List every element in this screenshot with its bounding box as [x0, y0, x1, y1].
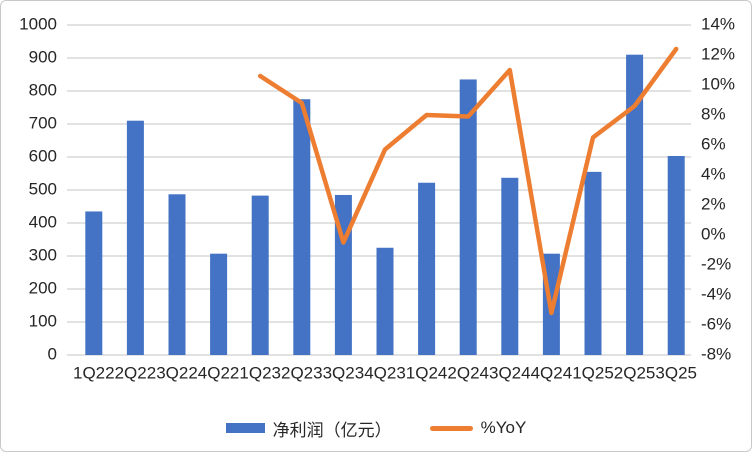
legend-label-net-profit: 净利润（亿元） [272, 420, 392, 440]
y2-axis-tick-label: 4% [701, 164, 726, 183]
bar-4Q22[interactable] [210, 253, 228, 355]
bar-3Q22[interactable] [168, 194, 186, 355]
bar-1Q24[interactable] [418, 182, 436, 355]
x-axis-tick-label: 2Q23 [281, 363, 323, 382]
y-axis-tick-label: 300 [29, 245, 57, 264]
y2-axis-tick-label: 14% [701, 14, 735, 33]
y-axis-tick-label: 1000 [19, 14, 57, 33]
y-axis-tick-label: 200 [29, 278, 57, 297]
x-axis-tick-label: 4Q22 [198, 363, 240, 382]
x-axis-tick-label: 3Q22 [156, 363, 198, 382]
y2-axis-tick-label: -8% [701, 344, 731, 363]
x-axis-tick-label: 3Q23 [323, 363, 365, 382]
y-axis-tick-label: 100 [29, 311, 57, 330]
bar-2Q23[interactable] [293, 99, 311, 355]
y2-axis-tick-label: 2% [701, 194, 726, 213]
y-axis-tick-label: 0 [48, 344, 57, 363]
y-axis-tick-label: 500 [29, 179, 57, 198]
y2-axis-tick-label: 8% [701, 104, 726, 123]
bar-3Q24[interactable] [501, 177, 519, 355]
x-axis-tick-label: 4Q23 [364, 363, 406, 382]
bar-series-swatch-icon [225, 423, 265, 433]
x-axis-tick-label: 3Q24 [489, 363, 531, 382]
x-axis-tick-label: 4Q24 [531, 363, 573, 382]
bar-4Q23[interactable] [376, 247, 394, 355]
y2-axis-tick-label: 12% [701, 44, 735, 63]
y-axis-tick-label: 400 [29, 212, 57, 231]
x-axis-tick-label: 3Q25 [655, 363, 697, 382]
legend-item-net-profit[interactable]: 净利润（亿元） [225, 416, 392, 441]
y-axis-tick-label: 800 [29, 80, 57, 99]
bar-3Q25[interactable] [667, 156, 685, 355]
y2-axis-tick-label: 0% [701, 224, 726, 243]
y2-axis-tick-label: 6% [701, 134, 726, 153]
y-axis-tick-label: 600 [29, 146, 57, 165]
bar-1Q25[interactable] [584, 171, 602, 355]
x-axis-tick-label: 1Q25 [572, 363, 614, 382]
yoy-line[interactable] [257, 46, 679, 316]
chart-canvas: 1000900800700600500400300200100014%12%10… [19, 14, 735, 382]
line-series-swatch-icon [429, 425, 473, 431]
bar-1Q23[interactable] [251, 195, 269, 355]
bar-1Q22[interactable] [85, 211, 103, 355]
x-axis-tick-label: 2Q24 [447, 363, 489, 382]
y-axis-tick-label: 900 [29, 47, 57, 66]
x-axis-tick-label: 1Q22 [73, 363, 115, 382]
y2-axis-tick-label: -4% [701, 284, 731, 303]
legend-item-yoy[interactable]: %YoY [429, 418, 527, 438]
x-axis-tick-label: 1Q23 [239, 363, 281, 382]
y2-axis-tick-label: 10% [701, 74, 735, 93]
x-axis-tick-label: 1Q24 [406, 363, 448, 382]
y-axis-tick-label: 700 [29, 113, 57, 132]
bar-2Q25[interactable] [626, 54, 644, 355]
x-axis-tick-label: 2Q22 [115, 363, 157, 382]
y2-axis-tick-label: -6% [701, 314, 731, 333]
bar-2Q22[interactable] [126, 120, 144, 355]
y2-axis-tick-label: -2% [701, 254, 731, 273]
legend: 净利润（亿元） %YoY [1, 413, 751, 443]
legend-label-yoy: %YoY [480, 418, 527, 437]
x-axis-tick-label: 2Q25 [614, 363, 656, 382]
bar-2Q24[interactable] [459, 79, 477, 355]
